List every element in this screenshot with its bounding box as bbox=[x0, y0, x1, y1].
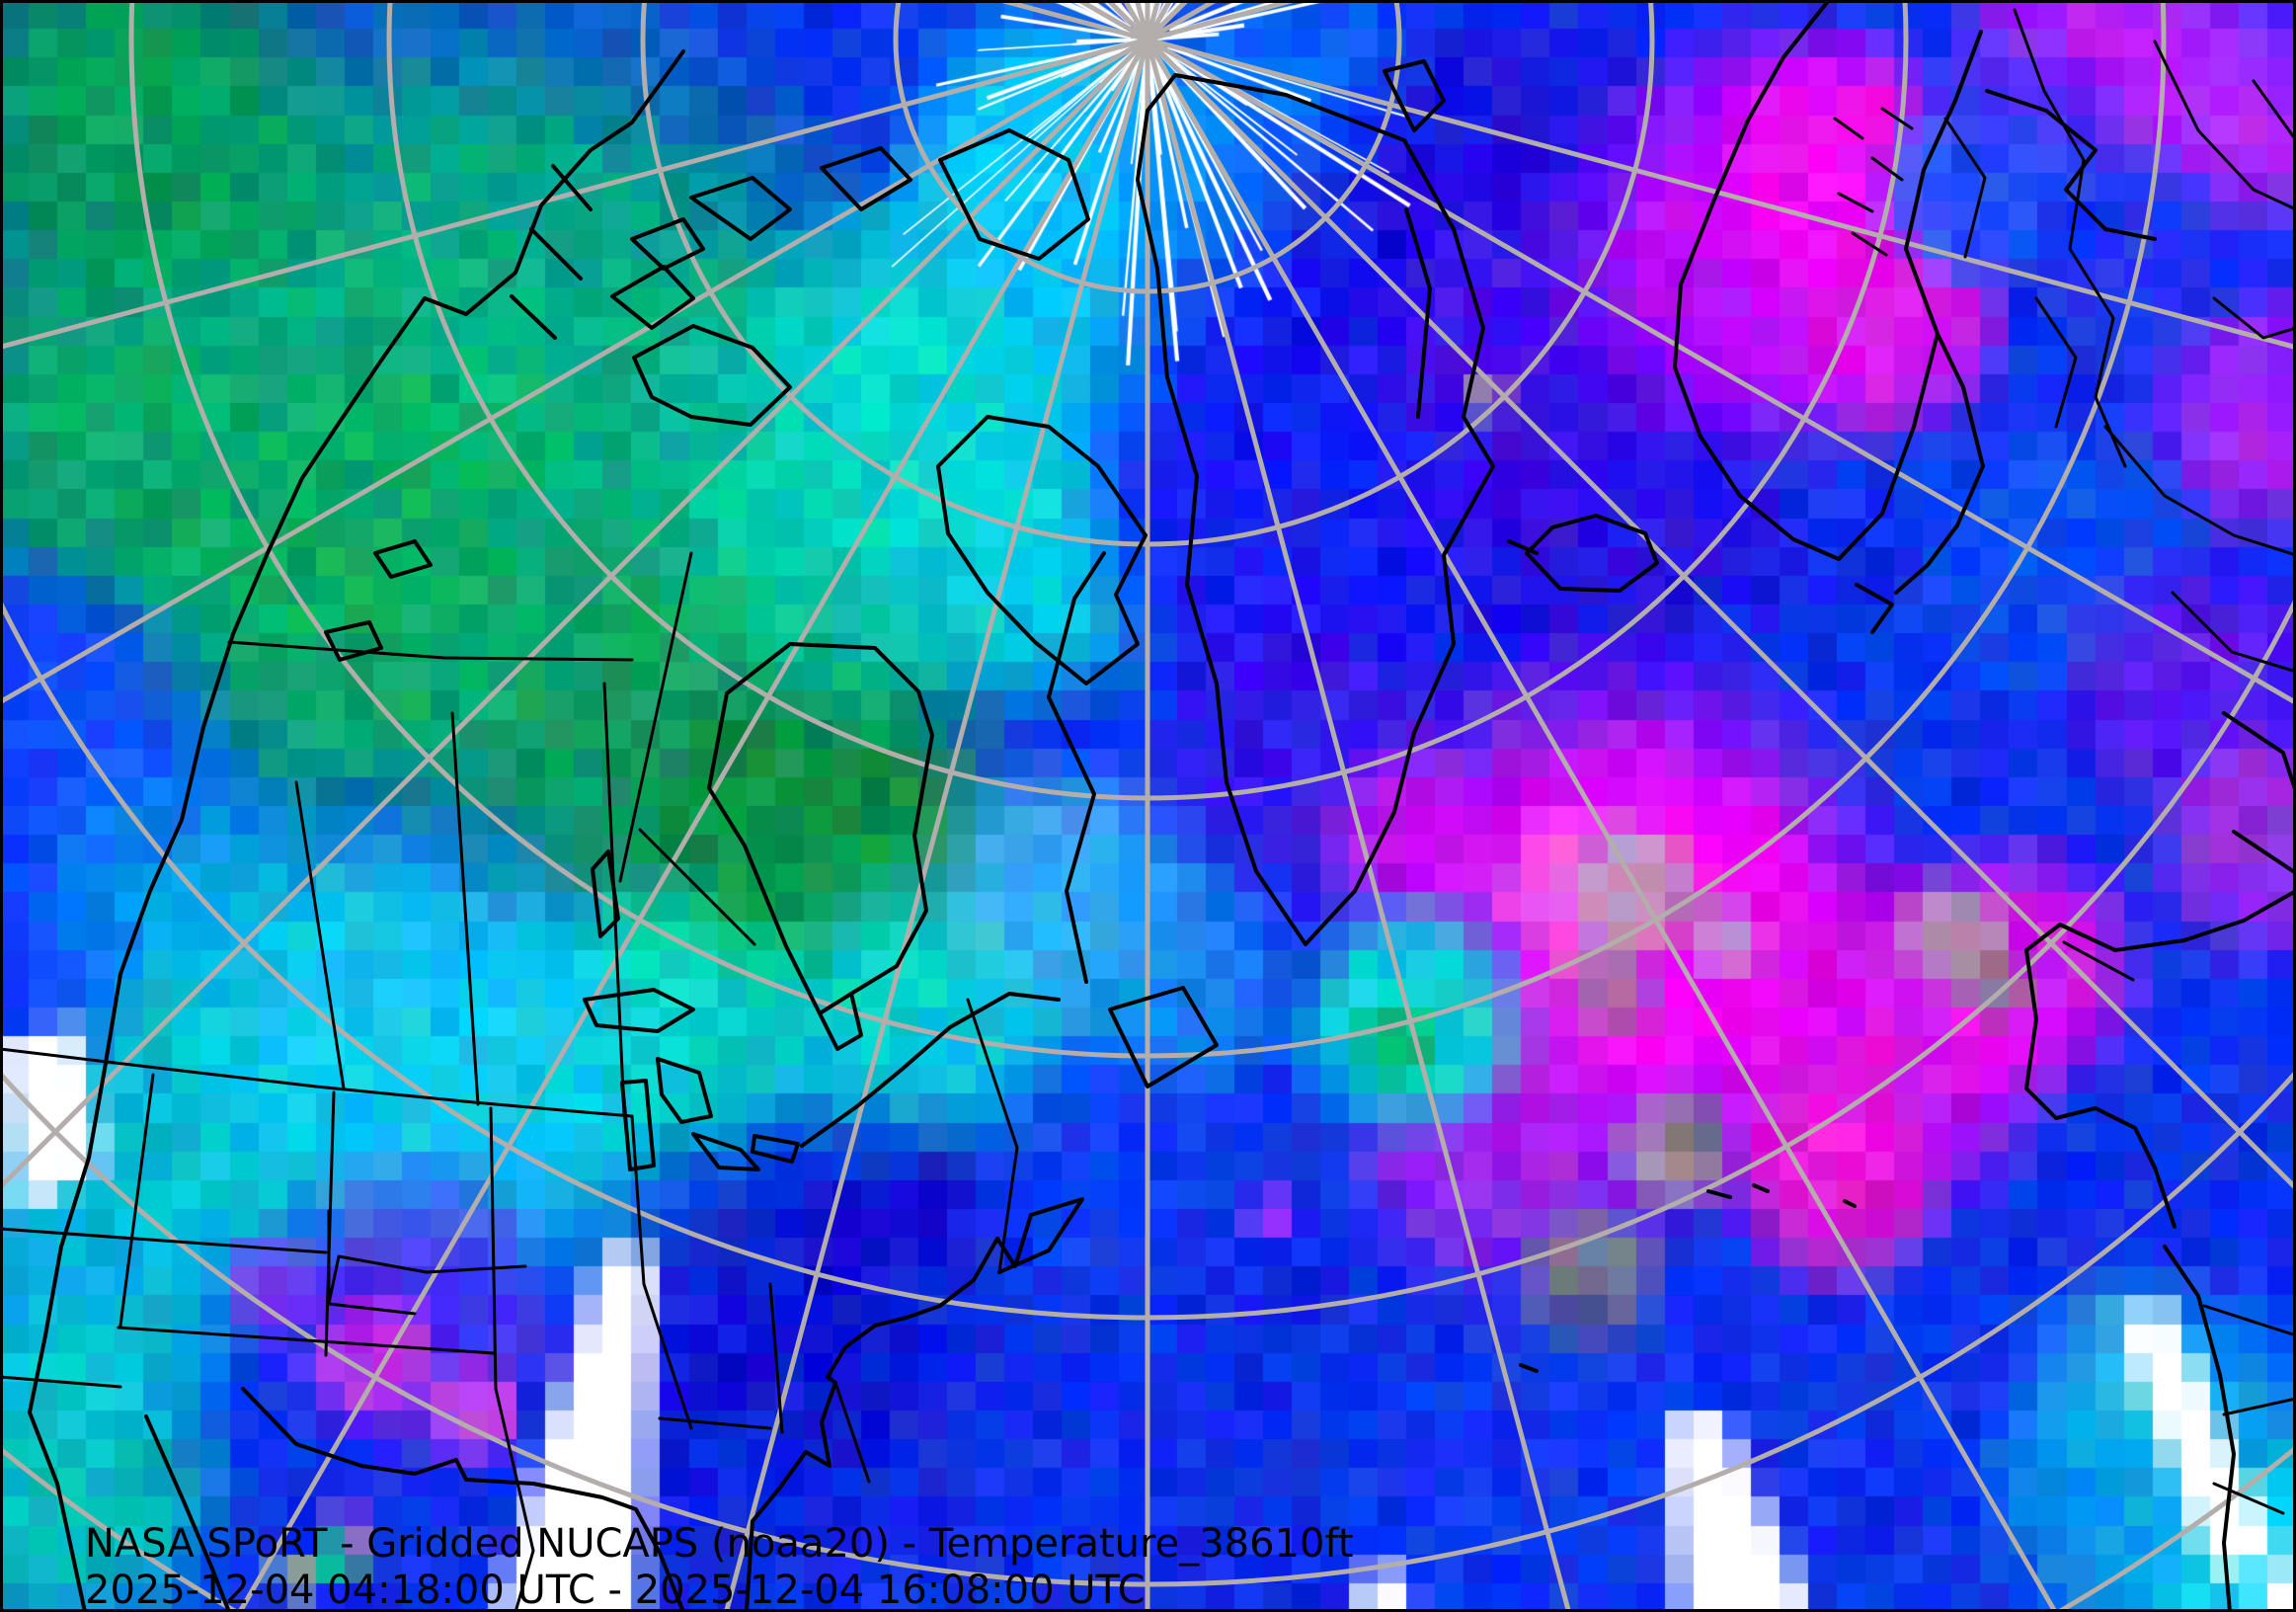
coastline-path bbox=[707, 642, 934, 1015]
border-path bbox=[2171, 591, 2296, 674]
border-path bbox=[2103, 425, 2296, 557]
border-path bbox=[0, 1227, 328, 1254]
coastline-path bbox=[818, 992, 863, 1051]
lake-outline bbox=[656, 1057, 713, 1124]
coastline-path bbox=[2024, 889, 2296, 1229]
coastline-path bbox=[2222, 711, 2296, 873]
border-path bbox=[602, 682, 626, 1116]
coastline-path bbox=[610, 265, 695, 330]
lake-outline bbox=[620, 1079, 656, 1171]
coastlines bbox=[28, 0, 2296, 1612]
coastline-path bbox=[144, 1414, 231, 1612]
border-path bbox=[630, 1114, 693, 1430]
coastline-path bbox=[632, 324, 792, 427]
border-path bbox=[489, 1106, 498, 1391]
border-path bbox=[494, 1387, 535, 1612]
coastline-path bbox=[28, 49, 685, 1612]
coastline-path bbox=[800, 992, 1061, 1148]
border-path bbox=[2252, 79, 2296, 142]
coastline-path bbox=[1985, 89, 2157, 241]
lake-outline bbox=[751, 1134, 800, 1164]
lake-outline bbox=[373, 539, 433, 579]
border-path bbox=[658, 1416, 772, 1430]
border-path bbox=[2013, 8, 2127, 468]
coastline-path bbox=[241, 1387, 685, 1612]
coastline-path bbox=[1136, 73, 1495, 946]
lake-outline bbox=[583, 988, 695, 1033]
border-path bbox=[1943, 117, 1987, 259]
border-path bbox=[0, 1047, 634, 1118]
border-path bbox=[638, 828, 756, 946]
border-path bbox=[833, 1381, 871, 1484]
timestamp-line: 2025-12-04 04:18:00 UTC - 2025-12-04 16:… bbox=[85, 1568, 1146, 1612]
coastline-path bbox=[1108, 986, 1219, 1088]
coastline-path bbox=[510, 164, 593, 340]
coastline-path bbox=[1673, 0, 1983, 561]
political-borders bbox=[0, 8, 2296, 1612]
border-path bbox=[2062, 940, 2135, 982]
coastline-path bbox=[936, 415, 1148, 685]
coastline-path bbox=[745, 1197, 1084, 1612]
coastline-path bbox=[2163, 1245, 2236, 1612]
title-line: NASA SPoRT - Gridded NUCAPS (noaa20) - T… bbox=[85, 1521, 1354, 1567]
border-path bbox=[294, 780, 346, 1090]
coastline-path bbox=[1519, 1183, 1857, 1373]
lake-outline bbox=[591, 849, 620, 938]
border-path bbox=[2202, 1304, 2296, 1515]
coastline-path bbox=[1383, 59, 1446, 419]
border-path bbox=[1833, 107, 1914, 257]
coastline-path bbox=[1507, 514, 1659, 593]
border-path bbox=[2212, 296, 2296, 340]
border-path bbox=[2153, 40, 2296, 211]
coastline-path bbox=[1047, 551, 1106, 984]
border-path bbox=[966, 998, 1019, 1274]
lake-outline bbox=[324, 620, 383, 662]
border-path bbox=[768, 1282, 784, 1434]
border-path bbox=[117, 1326, 496, 1355]
coastline-path bbox=[938, 128, 1090, 261]
border-path bbox=[450, 711, 480, 1106]
lake-outline bbox=[691, 1132, 760, 1171]
coastline-path bbox=[1855, 583, 1894, 634]
map-annotation: NASA SPoRT - Gridded NUCAPS (noaa20) - T… bbox=[85, 1521, 1354, 1612]
border-path bbox=[0, 1375, 122, 1389]
border-path bbox=[227, 640, 634, 662]
border-path bbox=[618, 551, 693, 883]
border-path bbox=[119, 1073, 155, 1328]
coastline-path bbox=[1894, 332, 1985, 595]
border-path bbox=[2034, 296, 2078, 429]
border-path bbox=[327, 1254, 527, 1306]
coastline-path bbox=[630, 146, 912, 271]
